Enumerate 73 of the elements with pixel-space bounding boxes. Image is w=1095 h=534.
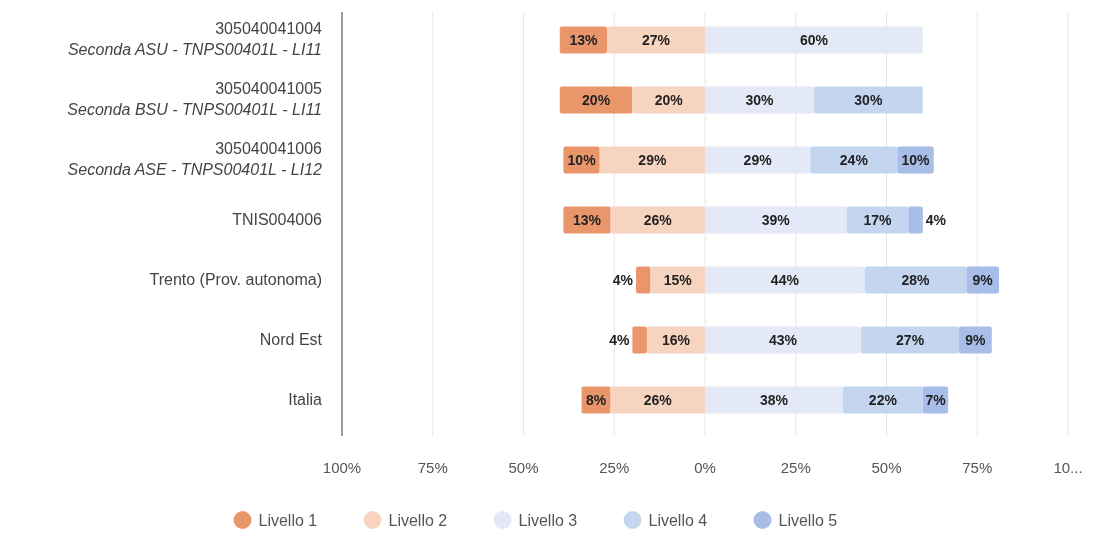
bar — [636, 266, 651, 294]
data-label: 7% — [925, 392, 947, 408]
data-label: 4% — [612, 272, 634, 288]
data-label: 44% — [770, 272, 800, 288]
y-tick-label: Trento (Prov. autonoma) — [149, 271, 322, 288]
x-tick-label: 0% — [694, 459, 716, 476]
data-label: 38% — [759, 392, 789, 408]
bar — [705, 146, 811, 174]
data-label: 16% — [661, 332, 691, 348]
y-tick-label: 305040041006 Seconda ASE - TNPS00401L - LI12 — [67, 140, 323, 178]
bar — [842, 386, 923, 414]
data-label: 24% — [839, 152, 869, 168]
bar — [705, 326, 862, 354]
data-label: 30% — [745, 92, 775, 108]
data-label: 26% — [643, 392, 673, 408]
data-label: 43% — [769, 332, 798, 348]
data-label: 20% — [582, 92, 611, 108]
bar — [861, 326, 960, 354]
bar — [610, 206, 705, 234]
y-tick-label: Italia — [288, 391, 323, 408]
x-tick-label: 10... — [1053, 459, 1083, 476]
data-label: 26% — [643, 212, 673, 228]
legend-label: Livello 3 — [518, 512, 578, 529]
y-tick-label: TNIS004006 — [232, 211, 323, 228]
data-label: 9% — [965, 332, 987, 348]
legend-label: Livello 5 — [778, 512, 838, 529]
bar — [864, 266, 967, 294]
y-tick-label: 305040041004 Seconda ASU - TNPS00401L - LI11 — [67, 20, 323, 58]
legend-label: Livello 4 — [648, 512, 708, 529]
x-tick-label: 75% — [962, 459, 993, 476]
data-label: 10% — [567, 152, 597, 168]
x-tick-label: 75% — [417, 459, 448, 476]
data-label: 15% — [663, 272, 693, 288]
data-label: 8% — [585, 392, 607, 408]
bar — [606, 26, 705, 54]
bar — [705, 266, 865, 294]
bar — [705, 86, 814, 114]
data-label: 20% — [654, 92, 684, 108]
data-label: 22% — [868, 392, 898, 408]
bar — [632, 86, 705, 114]
legend-label: Livello 2 — [388, 512, 448, 529]
bar — [810, 146, 898, 174]
x-tick-label: 25% — [780, 459, 811, 476]
data-label: 27% — [641, 32, 671, 48]
x-tick-label: 100% — [322, 459, 362, 476]
data-label: 4% — [925, 212, 947, 228]
data-label: 30% — [854, 92, 883, 108]
y-tick-label: Nord Est — [259, 331, 323, 348]
data-label: 9% — [972, 272, 994, 288]
x-tick-label: 50% — [871, 459, 902, 476]
bar — [632, 326, 647, 354]
data-label: 39% — [761, 212, 791, 228]
bar — [908, 206, 923, 234]
x-tick-label: 25% — [599, 459, 630, 476]
data-label: 29% — [638, 152, 667, 168]
bar — [813, 86, 923, 114]
bar — [610, 386, 705, 414]
data-label: 13% — [573, 212, 602, 228]
legend-label: Livello 1 — [258, 512, 318, 529]
y-tick-label: 305040041005 Seconda BSU - TNPS00401L - LI11 — [67, 80, 323, 118]
bar — [705, 26, 923, 54]
bar — [599, 146, 705, 174]
data-label: 10% — [901, 152, 931, 168]
data-label: 29% — [743, 152, 773, 168]
data-label: 28% — [901, 272, 931, 288]
bar — [705, 386, 843, 414]
data-label: 17% — [863, 212, 892, 228]
data-label: 13% — [569, 32, 598, 48]
x-tick-label: 50% — [508, 459, 539, 476]
bar — [705, 206, 847, 234]
data-label: 60% — [799, 32, 829, 48]
data-label: 27% — [896, 332, 925, 348]
data-label: 4% — [609, 332, 630, 348]
